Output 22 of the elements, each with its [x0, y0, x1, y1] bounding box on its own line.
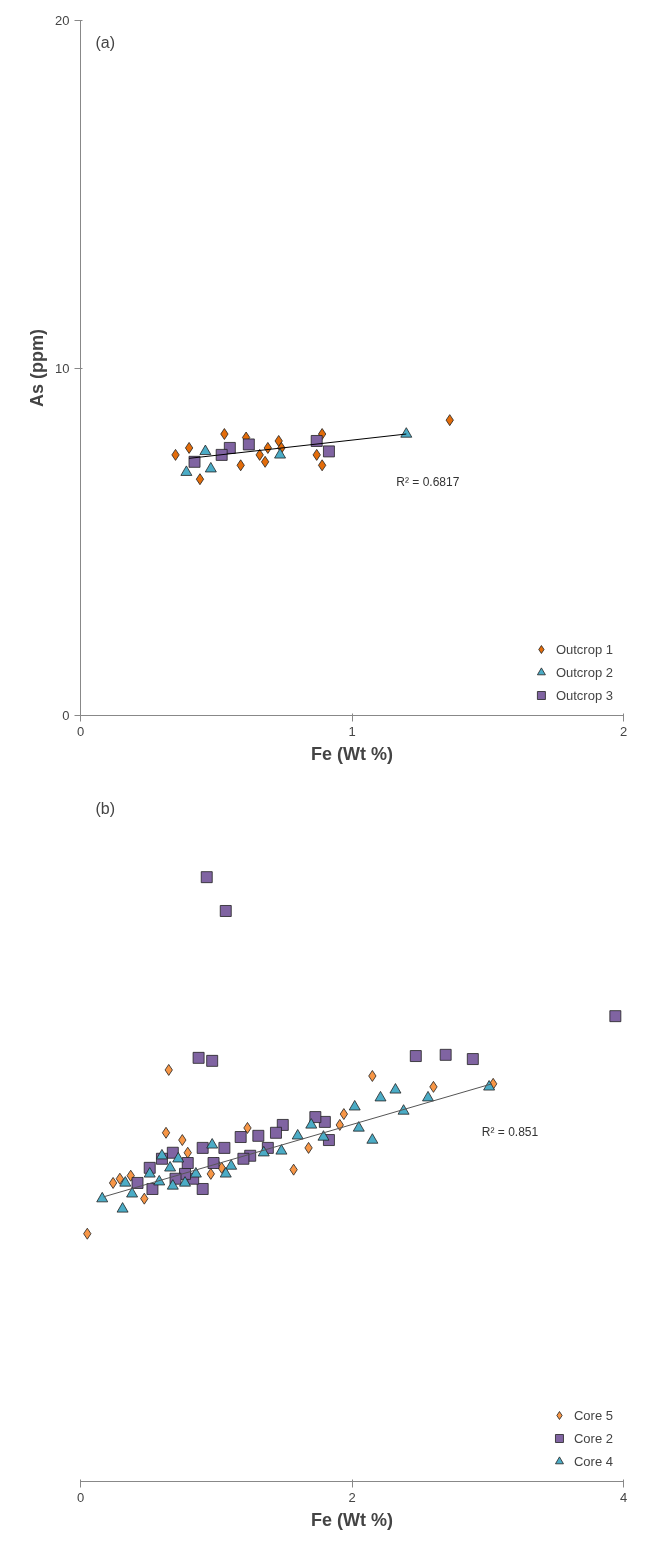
x-tick-label: 0 — [76, 1489, 85, 1505]
x-tick-label: 4 — [619, 1489, 628, 1505]
legend-label: Outcrop 2 — [555, 664, 613, 680]
legend-label: Core 4 — [573, 1453, 613, 1469]
y-tick-label: 10 — [55, 360, 70, 376]
legend-label: Outcrop 1 — [555, 641, 613, 657]
x-tick-label: 1 — [348, 723, 356, 739]
legend-label: Core 2 — [573, 1430, 613, 1446]
annotation: (a) — [95, 33, 116, 51]
y-tick-label: 0 — [62, 708, 70, 723]
y-tick-label: 20 — [55, 13, 70, 28]
x-axis-title: Fe (Wt %) — [311, 743, 393, 764]
x-tick-label: 2 — [619, 723, 628, 739]
y-axis-title: As (ppm) — [27, 329, 48, 407]
annotation: R² = 0.6817 — [396, 475, 460, 490]
x-axis-title: Fe (Wt %) — [311, 1509, 393, 1530]
text: (b) — [95, 799, 116, 817]
annotation: R² = 0.851 — [481, 1124, 539, 1139]
x-tick-label: 2 — [348, 1489, 356, 1505]
x-tick-label: 0 — [76, 723, 85, 739]
legend-label: Outcrop 3 — [555, 687, 613, 703]
legend-label: Core 5 — [573, 1407, 613, 1423]
